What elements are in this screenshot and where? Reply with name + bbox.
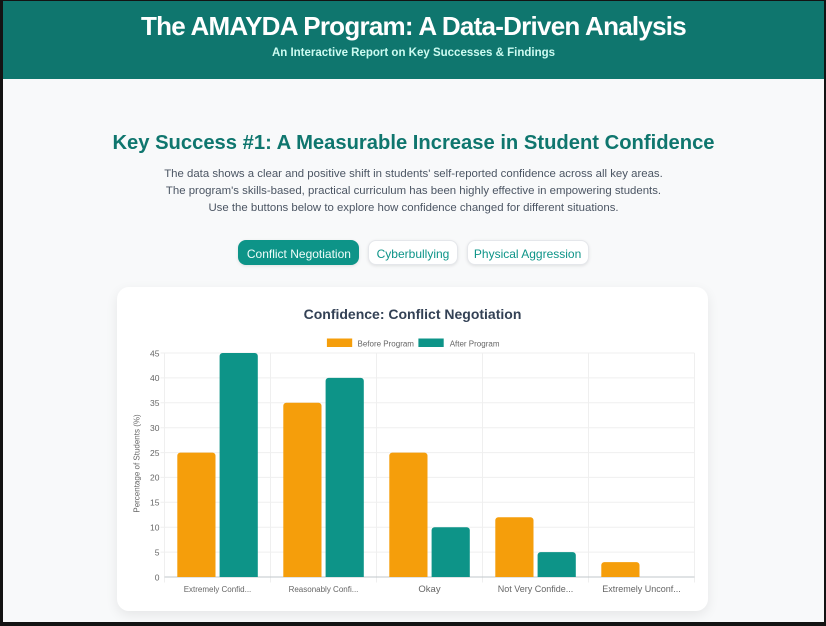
svg-text:30: 30 [150,423,160,433]
svg-text:Confidence: Conflict Negotiati: Confidence: Conflict Negotiation [304,306,522,322]
svg-text:20: 20 [150,473,160,483]
svg-text:Before Program: Before Program [358,340,415,349]
svg-text:25: 25 [150,448,160,458]
svg-text:Extremely Unconf...: Extremely Unconf... [602,584,681,594]
svg-text:0: 0 [155,572,160,582]
svg-text:Okay: Okay [418,584,440,595]
svg-text:Not Very Confide...: Not Very Confide... [498,584,574,594]
svg-text:Reasonably Confi...: Reasonably Confi... [289,585,359,594]
svg-text:Percentage of Students (%): Percentage of Students (%) [133,414,142,513]
svg-text:40: 40 [150,373,160,383]
svg-text:15: 15 [150,498,160,508]
svg-text:45: 45 [150,348,160,358]
svg-text:5: 5 [155,547,160,557]
svg-text:Extremely Confid...: Extremely Confid... [184,585,252,594]
svg-text:After Program: After Program [450,340,500,349]
svg-text:10: 10 [150,523,160,533]
svg-text:35: 35 [150,398,160,408]
